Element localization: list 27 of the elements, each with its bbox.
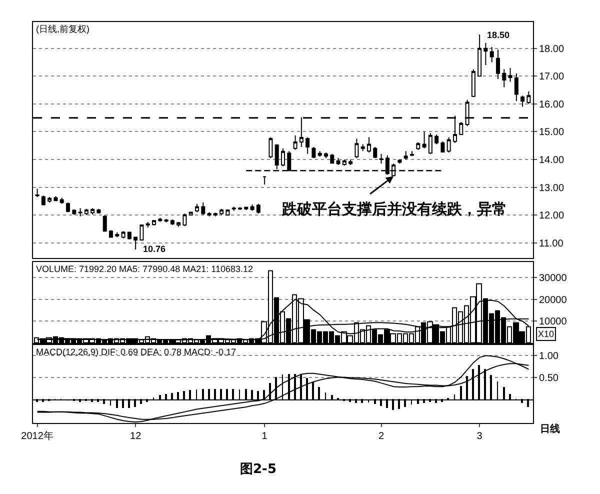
chart-title: MACD(12,26,9) DIF: 0.69 DEA: 0.78 MACD: -0.17 [36,347,236,357]
y-tick-label: 17.00 [539,72,564,83]
text: 日线 [540,423,560,435]
y-tick-label: 15.00 [539,127,564,138]
text: X10 [538,329,554,339]
x-tick-label: 2012年 [21,430,54,442]
y-tick-label: 11.00 [539,238,564,250]
y-tick-label: 13.00 [539,182,564,194]
chart-title: (日线,前复权) [36,24,90,34]
chart-title: VOLUME: 71992.20 MA5: 77990.48 MA21: 110683.12 [36,264,253,274]
x-tick-label: 12 [130,430,142,442]
y-tick-label: 0.50 [539,373,559,384]
x-tick-label: 1 [262,430,268,442]
caption: 图2-5 [240,462,276,477]
x-tick-label: 3 [476,430,483,442]
y-tick-label: 10000 [539,316,568,328]
annotation: 跌破平台支撑后并没有续跌，异常 [281,200,507,218]
x-tick-label: 2 [378,430,384,442]
y-tick-label: 16.00 [539,99,564,110]
y-tick-label: 1.00 [539,351,559,362]
y-tick-label: 30000 [539,272,568,284]
annotation: 18.50 [487,30,510,40]
annotation: 10.76 [143,244,166,254]
y-tick-label: 20000 [539,294,568,306]
y-tick-label: 12.00 [539,210,564,222]
y-tick-label: 18.00 [539,44,564,55]
y-tick-label: 14.00 [539,154,564,166]
